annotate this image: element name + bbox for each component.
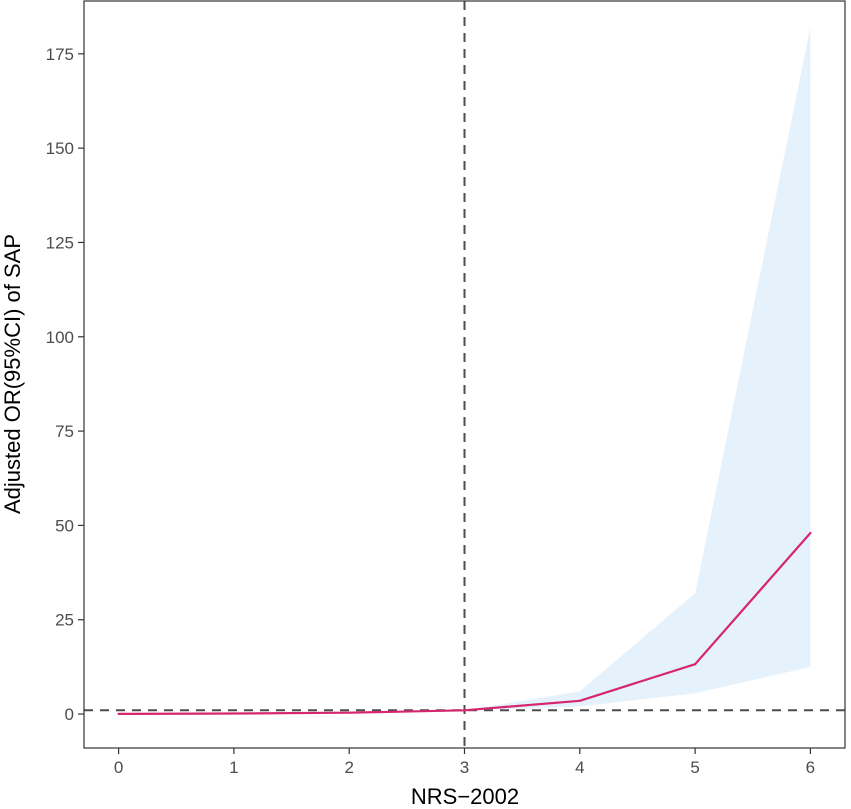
- data-point: [578, 699, 581, 702]
- data-point: [809, 531, 812, 535]
- y-axis-title: Adjusted OR(95%CI) of SAP: [0, 234, 25, 514]
- y-tick-label: 175: [46, 45, 74, 64]
- series-line-layer: [117, 531, 812, 716]
- reference-line-layer: [84, 1, 845, 748]
- data-point: [348, 711, 351, 714]
- y-tick-label: 50: [55, 516, 74, 535]
- x-tick-label: 2: [344, 758, 353, 777]
- confidence-band-layer: [118, 27, 811, 714]
- x-tick-label: 3: [460, 758, 469, 777]
- x-tick-label: 1: [229, 758, 238, 777]
- y-tick-label: 125: [46, 233, 74, 252]
- y-axis: 0 25 50 75 100 125 150 175: [46, 45, 84, 724]
- x-tick-label: 5: [690, 758, 699, 777]
- y-tick-label: 100: [46, 328, 74, 347]
- data-point: [117, 712, 120, 716]
- y-tick-label: 150: [46, 139, 74, 158]
- x-axis-title: NRS−2002: [411, 784, 519, 809]
- x-axis: 0 1 2 3 4 5 6: [114, 748, 815, 777]
- data-point: [694, 663, 697, 666]
- data-point: [232, 712, 235, 715]
- y-tick-label: 75: [55, 422, 74, 441]
- x-tick-label: 0: [114, 758, 123, 777]
- confidence-band: [118, 27, 811, 714]
- y-tick-label: 0: [65, 705, 74, 724]
- x-tick-label: 6: [806, 758, 815, 777]
- data-point: [463, 709, 466, 712]
- y-tick-label: 25: [55, 611, 74, 630]
- x-tick-label: 4: [575, 758, 584, 777]
